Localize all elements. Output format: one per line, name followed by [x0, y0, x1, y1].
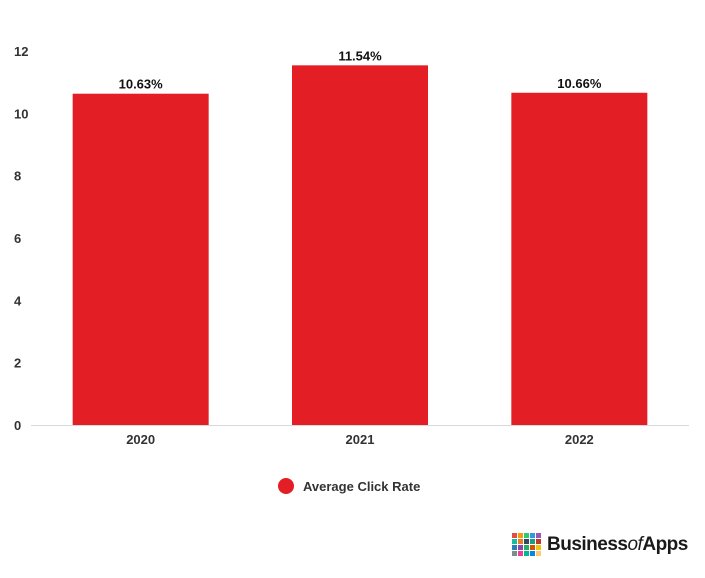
logo-tile — [512, 533, 517, 538]
logo-tile — [530, 551, 535, 556]
logo-tile — [518, 545, 523, 550]
logo-tile — [512, 539, 517, 544]
logo-tile — [536, 545, 541, 550]
bar-data-label: 10.66% — [557, 76, 602, 91]
logo-text-apps: Apps — [642, 533, 688, 555]
legend[interactable]: Average Click Rate — [278, 478, 420, 494]
y-tick-label: 2 — [14, 356, 21, 371]
logo-tile — [530, 539, 535, 544]
logo-tile — [536, 551, 541, 556]
x-tick-label: 2021 — [346, 432, 375, 447]
logo-tile — [536, 539, 541, 544]
bar-data-label: 10.63% — [119, 77, 164, 92]
logo-tile — [524, 545, 529, 550]
legend-label: Average Click Rate — [303, 478, 421, 494]
logo-tile — [524, 551, 529, 556]
legend-swatch — [278, 478, 294, 494]
logo-text-business: Business — [547, 533, 628, 555]
logo-text-of: of — [627, 533, 643, 555]
y-tick-label: 6 — [14, 231, 21, 246]
logo-tile — [530, 545, 535, 550]
y-tick-label: 12 — [14, 44, 28, 59]
y-tick-label: 10 — [14, 106, 28, 121]
x-tick-label: 2020 — [126, 432, 155, 447]
x-tick-label: 2022 — [565, 432, 594, 447]
logo-tile — [518, 539, 523, 544]
bar — [72, 93, 209, 425]
bar-data-label: 11.54% — [338, 48, 382, 63]
logo-tile — [524, 533, 529, 538]
y-tick-label: 4 — [14, 293, 22, 308]
business-of-apps-logo: BusinessofApps — [512, 533, 688, 556]
logo-tile — [530, 533, 535, 538]
bar — [292, 65, 428, 425]
logo-tile — [524, 539, 529, 544]
logo-tile — [512, 551, 517, 556]
logo-tile — [518, 551, 523, 556]
bar — [511, 92, 648, 425]
logo-tile — [518, 533, 523, 538]
y-tick-label: 8 — [14, 169, 21, 184]
logo-tile — [536, 533, 541, 538]
logo-tile — [512, 545, 517, 550]
y-tick-label: 0 — [14, 418, 21, 433]
logo-mosaic-icon — [512, 533, 541, 556]
